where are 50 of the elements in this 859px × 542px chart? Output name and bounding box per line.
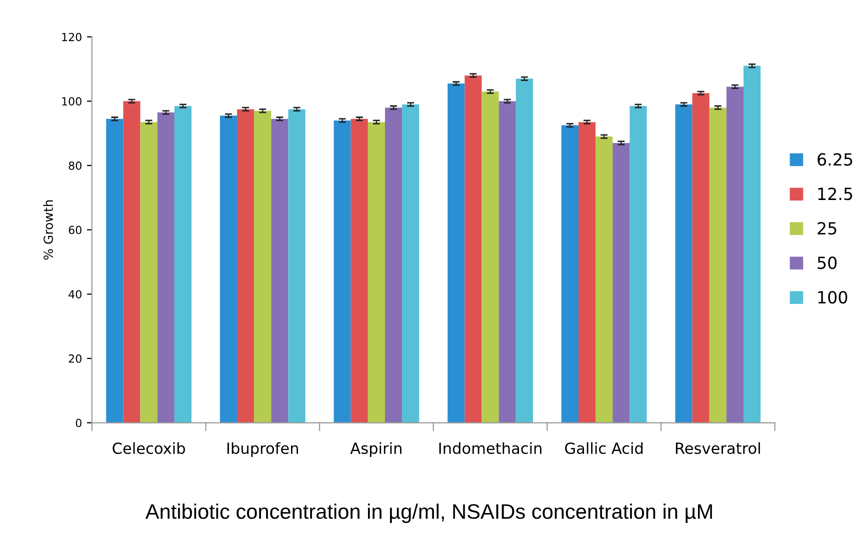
legend-label: 25 (818, 222, 836, 235)
x-tick-label: Resveratrol (676, 442, 760, 454)
bar (692, 93, 710, 423)
bar (140, 122, 158, 423)
bar (596, 136, 613, 423)
bar (254, 110, 272, 423)
bar (561, 125, 578, 423)
x-tick-label: Indomethacin (439, 442, 542, 454)
legend-label: 100 (818, 290, 848, 304)
bar (106, 118, 124, 423)
bar (220, 116, 238, 423)
text: Antibiotic concentration in µg/ml, NSAIDs concentration in µM (145, 504, 712, 524)
bar (630, 106, 647, 423)
bar (157, 112, 174, 423)
bar (498, 101, 516, 423)
bar (368, 122, 385, 423)
bar (516, 78, 533, 423)
bar (726, 86, 744, 423)
legend-label: 6.25 (818, 153, 852, 166)
bar (402, 104, 420, 423)
y-tick-label: 40 (68, 290, 82, 299)
bar (612, 142, 630, 423)
bar (123, 101, 140, 423)
bar (174, 106, 192, 423)
bar (350, 118, 368, 423)
bar (448, 83, 465, 423)
bar (237, 109, 254, 423)
bar (271, 118, 288, 423)
y-tick-label: 0 (76, 418, 82, 428)
bar (675, 104, 692, 423)
bar (744, 66, 761, 423)
bar (709, 108, 726, 423)
bar (578, 122, 596, 423)
x-tick-label: Ibuprofen (227, 442, 298, 457)
y-tick-label: 100 (62, 97, 82, 106)
x-tick-label: Aspirin (350, 442, 402, 457)
legend-label: 12.5 (818, 188, 852, 200)
y-tick-label: 20 (68, 354, 82, 363)
legend-label: 50 (818, 256, 837, 270)
bar (482, 92, 499, 423)
y-tick-label: 120 (62, 32, 82, 42)
y-tick-label: 60 (68, 226, 82, 234)
bar (464, 75, 482, 423)
y-axis-title: % Growth (43, 200, 54, 260)
x-tick-label: Celecoxib (112, 442, 185, 454)
bar (288, 109, 306, 423)
bar (384, 108, 402, 423)
y-tick-label: 80 (68, 161, 82, 170)
bar (334, 120, 351, 423)
x-tick-label: Gallic Acid (565, 442, 643, 454)
